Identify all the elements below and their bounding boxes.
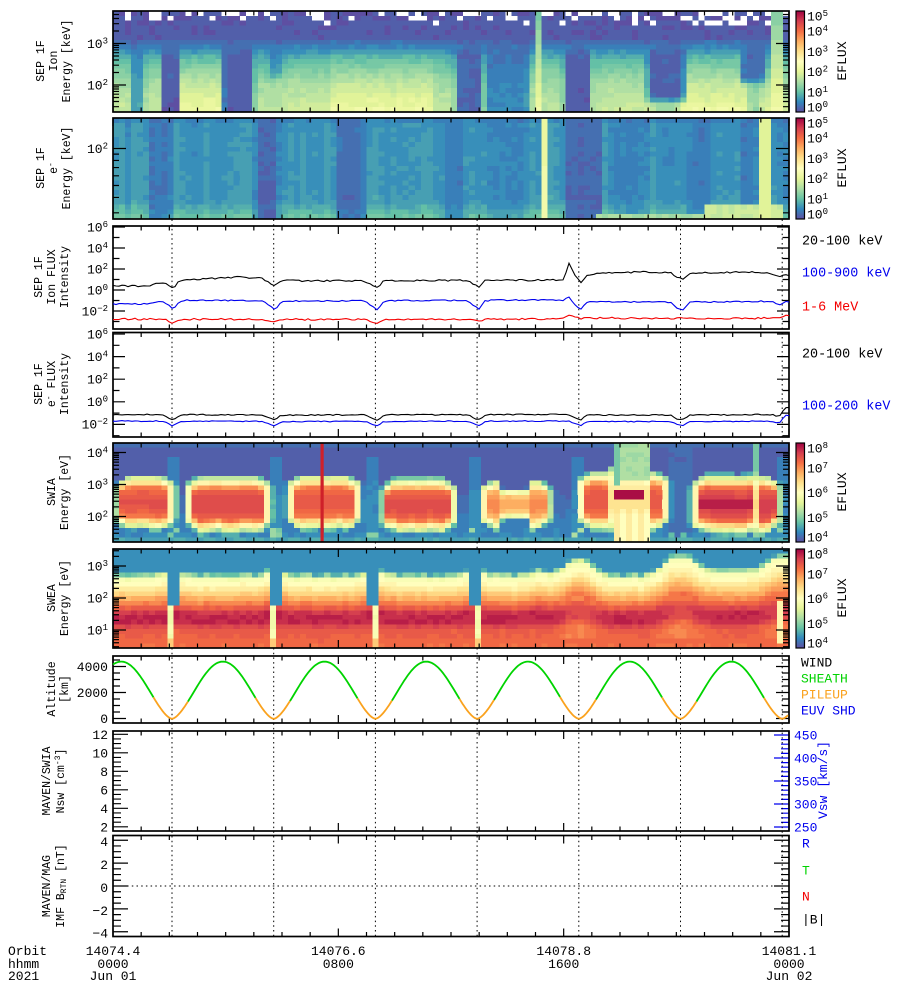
svg-text:450: 450 <box>794 729 817 744</box>
svg-text:EUV SHD: EUV SHD <box>801 704 856 719</box>
svg-text:MAVEN/MAG: MAVEN/MAG <box>41 855 54 917</box>
svg-text:2: 2 <box>100 858 108 873</box>
svg-text:0000: 0000 <box>773 957 804 972</box>
svg-text:100-200 keV: 100-200 keV <box>802 400 890 415</box>
svg-text:Jun 02: Jun 02 <box>766 969 813 984</box>
svg-text:0800: 0800 <box>323 957 354 972</box>
svg-text:SHEATH: SHEATH <box>801 672 848 687</box>
svg-text:e-: e- <box>47 162 61 174</box>
svg-text:SEP 1F: SEP 1F <box>35 40 48 82</box>
svg-text:350: 350 <box>794 775 817 790</box>
svg-text:N: N <box>802 890 810 905</box>
svg-text:10: 10 <box>92 746 108 761</box>
svg-text:14081.1: 14081.1 <box>762 944 817 959</box>
svg-text:EFLUX: EFLUX <box>835 472 850 511</box>
svg-text:1-6 MeV: 1-6 MeV <box>802 301 858 316</box>
svg-text:250: 250 <box>794 821 817 836</box>
svg-text:0: 0 <box>100 881 108 896</box>
svg-text:e- FLUX: e- FLUX <box>45 361 59 407</box>
svg-text:WIND: WIND <box>801 656 832 671</box>
svg-text:EFLUX: EFLUX <box>835 41 850 80</box>
svg-text:R: R <box>802 837 810 852</box>
svg-text:T: T <box>802 864 810 879</box>
svg-text:4000: 4000 <box>77 660 108 675</box>
svg-text:6: 6 <box>100 783 108 798</box>
svg-text:12: 12 <box>92 728 108 743</box>
svg-text:Vsw [km/s]: Vsw [km/s] <box>816 741 831 819</box>
svg-text:Intensity: Intensity <box>59 246 72 308</box>
svg-text:2000: 2000 <box>77 686 108 701</box>
svg-text:0000: 0000 <box>97 957 128 972</box>
svg-text:2021: 2021 <box>8 969 39 984</box>
svg-text:400: 400 <box>794 752 817 767</box>
svg-text:1600: 1600 <box>548 957 579 972</box>
svg-text:−2: −2 <box>92 904 108 919</box>
svg-text:8: 8 <box>100 765 108 780</box>
svg-text:Ion: Ion <box>48 51 61 72</box>
svg-text:Ion FLUX: Ion FLUX <box>46 249 59 304</box>
svg-text:Jun 01: Jun 01 <box>90 969 137 984</box>
svg-text:−4: −4 <box>92 927 108 942</box>
svg-text:100-900 keV: 100-900 keV <box>802 267 890 282</box>
svg-text:EFLUX: EFLUX <box>835 578 850 617</box>
svg-text:20-100 keV: 20-100 keV <box>802 348 882 363</box>
svg-text:SWEA: SWEA <box>46 584 59 612</box>
svg-text:Energy [keV]: Energy [keV] <box>61 127 74 210</box>
svg-text:SEP 1F: SEP 1F <box>33 363 46 405</box>
svg-text:SWIA: SWIA <box>46 478 59 506</box>
svg-text:Altitude: Altitude <box>46 661 59 716</box>
svg-text:IMF BRTN [nT]: IMF BRTN [nT] <box>55 844 69 927</box>
svg-text:Intensity: Intensity <box>59 353 72 415</box>
svg-text:14076.6: 14076.6 <box>311 944 366 959</box>
svg-text:14078.8: 14078.8 <box>536 944 591 959</box>
svg-text:14074.4: 14074.4 <box>86 944 141 959</box>
svg-text:MAVEN/SWIA: MAVEN/SWIA <box>41 746 54 815</box>
svg-text:20-100 keV: 20-100 keV <box>802 235 882 250</box>
svg-text:[km]: [km] <box>59 675 72 703</box>
svg-text:Energy [keV]: Energy [keV] <box>61 20 74 103</box>
svg-text:Energy [eV]: Energy [eV] <box>59 454 72 530</box>
svg-text:|B|: |B| <box>802 913 825 928</box>
svg-text:SEP 1F: SEP 1F <box>35 147 48 189</box>
svg-text:Energy [eV]: Energy [eV] <box>59 560 72 636</box>
svg-text:Orbit: Orbit <box>8 944 47 959</box>
svg-text:4: 4 <box>100 802 108 817</box>
svg-text:4: 4 <box>100 835 108 850</box>
svg-text:hhmm: hhmm <box>8 957 39 972</box>
svg-text:300: 300 <box>794 798 817 813</box>
svg-text:2: 2 <box>100 820 108 835</box>
svg-text:SEP 1F: SEP 1F <box>33 256 46 298</box>
svg-text:0: 0 <box>100 712 108 727</box>
svg-text:EFLUX: EFLUX <box>835 148 850 187</box>
svg-text:PILEUP: PILEUP <box>801 688 848 703</box>
